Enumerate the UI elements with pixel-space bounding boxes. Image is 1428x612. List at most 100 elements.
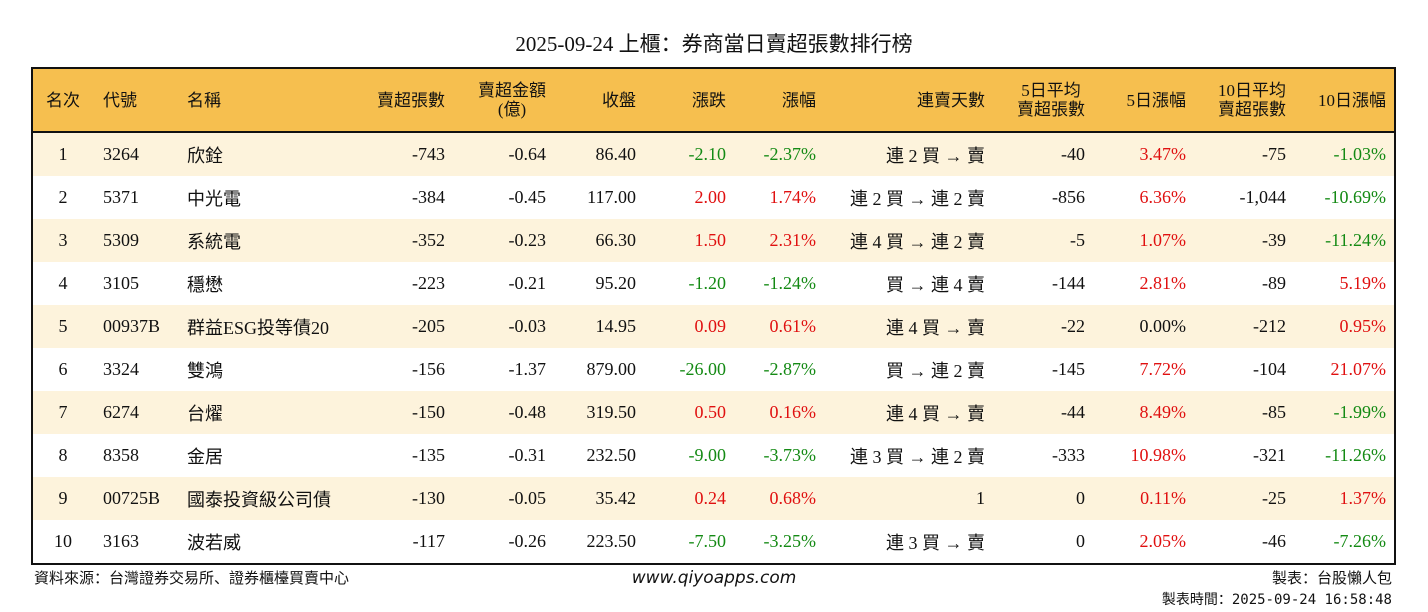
cell-avg10-net-sell: -46 — [1262, 531, 1286, 551]
cell-name: 國泰投資級公司債 — [187, 489, 331, 510]
cell-pct-10d: -1.99% — [1333, 402, 1387, 422]
cell-pct-5d: 0.11% — [1140, 488, 1186, 508]
cell-net-sell-lots: -743 — [412, 144, 445, 164]
cell-pct-5d: 3.47% — [1139, 144, 1187, 164]
cell-streak: 連 2 買 → 賣 — [886, 145, 985, 166]
cell-avg10-net-sell: -85 — [1262, 402, 1286, 422]
cell-change: -1.20 — [688, 273, 727, 293]
header-net-sell-lots: 賣超張數 — [377, 90, 445, 110]
cell-streak: 連 2 買 → 連 2 賣 — [850, 188, 985, 209]
cell-avg5-net-sell: -145 — [1052, 359, 1085, 379]
cell-change: -9.00 — [688, 445, 727, 465]
cell-net-sell-amount: -0.26 — [508, 531, 547, 551]
website-link[interactable]: www.qiyoapps.com — [631, 568, 797, 588]
cell-streak: 連 4 買 → 賣 — [886, 403, 985, 424]
cell-change-pct: 0.16% — [769, 402, 817, 422]
cell-pct-5d: 2.81% — [1139, 273, 1187, 293]
cell-avg10-net-sell: -1,044 — [1239, 187, 1287, 207]
cell-streak: 連 4 買 → 賣 — [886, 317, 985, 338]
header-streak: 連賣天數 — [917, 90, 985, 110]
cell-close: 117.00 — [587, 187, 636, 207]
cell-avg10-net-sell: -25 — [1262, 488, 1286, 508]
cell-change-pct: -1.24% — [763, 273, 817, 293]
table-row: 9 00725B 國泰投資級公司債 -130 -0.05 35.42 0.24 0.68% 1 0… — [33, 477, 1394, 520]
cell-change-pct: -3.25% — [763, 531, 817, 551]
cell-streak: 連 4 買 → 連 2 賣 — [850, 231, 985, 252]
table-row: 5 00937B 群益ESG投等債20 -205 -0.03 14.95 0.09 0.61%… — [33, 305, 1394, 348]
cell-rank: 8 — [58, 445, 68, 465]
cell-avg10-net-sell: -89 — [1262, 273, 1286, 293]
cell-change-pct: 0.61% — [769, 316, 817, 336]
cell-net-sell-lots: -352 — [412, 230, 445, 250]
cell-rank: 3 — [58, 230, 68, 250]
ranking-table: 名次 代號 名稱 賣超張數 賣超金額 (億) 收盤 漲跌 漲幅 連賣天數 5日平均 賣超張數 5日漲… — [31, 67, 1396, 565]
table-row: 8 8358 金居 -135 -0.31 232.50 -9.00 -3.73% 連 3 買 →… — [33, 434, 1394, 477]
cell-code: 3264 — [103, 144, 139, 164]
cell-avg10-net-sell: -212 — [1253, 316, 1286, 336]
cell-streak: 買 → 連 2 賣 — [886, 360, 985, 381]
cell-pct-10d: -11.26% — [1325, 445, 1386, 465]
header-avg10-net-sell: 10日平均 賣超張數 — [1218, 81, 1286, 119]
cell-avg10-net-sell: -39 — [1262, 230, 1286, 250]
cell-pct-10d: -10.69% — [1324, 187, 1387, 207]
cell-name: 穩懋 — [187, 274, 223, 295]
cell-change: -7.50 — [688, 531, 727, 551]
cell-change-pct: 1.74% — [769, 187, 817, 207]
cell-net-sell-lots: -205 — [412, 316, 445, 336]
cell-pct-10d: 21.07% — [1330, 359, 1387, 379]
cell-close: 86.40 — [595, 144, 637, 164]
header-name: 名稱 — [187, 90, 221, 110]
cell-avg10-net-sell: -321 — [1253, 445, 1286, 465]
cell-name: 雙鴻 — [187, 360, 223, 381]
cell-change: 0.09 — [694, 316, 727, 336]
cell-net-sell-amount: -0.05 — [508, 488, 547, 508]
cell-net-sell-lots: -130 — [412, 488, 445, 508]
cell-pct-5d: 8.49% — [1139, 402, 1187, 422]
cell-streak: 連 3 買 → 賣 — [886, 532, 985, 553]
header-net-sell-amount: 賣超金額 (億) — [478, 81, 546, 119]
cell-rank: 2 — [58, 187, 68, 207]
cell-code: 5371 — [103, 187, 139, 207]
cell-pct-10d: -1.03% — [1333, 144, 1387, 164]
page-title: 2025-09-24 上櫃：券商當日賣超張數排行榜 — [515, 32, 913, 56]
cell-net-sell-amount: -0.64 — [508, 144, 547, 164]
cell-avg5-net-sell: -856 — [1052, 187, 1085, 207]
cell-net-sell-amount: -0.48 — [508, 402, 547, 422]
cell-net-sell-amount: -0.21 — [508, 273, 547, 293]
cell-name: 系統電 — [187, 231, 241, 252]
cell-code: 3163 — [103, 531, 139, 551]
table-row: 1 3264 欣銓 -743 -0.64 86.40 -2.10 -2.37% 連 2 買 → … — [33, 133, 1394, 176]
maker: 製表：台股懶人包 — [1271, 571, 1392, 587]
cell-avg5-net-sell: -22 — [1061, 316, 1085, 336]
table-row: 10 3163 波若威 -117 -0.26 223.50 -7.50 -3.25% 連 3 買… — [33, 520, 1394, 563]
header-pct-10d: 10日漲幅 — [1318, 90, 1386, 110]
table-header: 名次 代號 名稱 賣超張數 賣超金額 (億) 收盤 漲跌 漲幅 連賣天數 5日平均 賣超張數 5日漲… — [33, 69, 1394, 133]
cell-net-sell-lots: -384 — [412, 187, 445, 207]
cell-change: -26.00 — [679, 359, 727, 379]
cell-pct-10d: -11.24% — [1325, 230, 1386, 250]
cell-avg5-net-sell: -144 — [1052, 273, 1085, 293]
cell-streak: 連 3 買 → 連 2 賣 — [850, 446, 985, 467]
table-row: 3 5309 系統電 -352 -0.23 66.30 1.50 2.31% 連 4 買 → 連… — [33, 219, 1394, 262]
table-row: 7 6274 台燿 -150 -0.48 319.50 0.50 0.16% 連 4 買 → 賣… — [33, 391, 1394, 434]
header-close: 收盤 — [602, 90, 636, 110]
cell-net-sell-lots: -117 — [412, 531, 445, 551]
cell-pct-5d: 10.98% — [1130, 445, 1187, 465]
header-change: 漲跌 — [692, 90, 726, 110]
cell-avg5-net-sell: -333 — [1052, 445, 1085, 465]
cell-close: 879.00 — [586, 359, 637, 379]
cell-change: 0.50 — [694, 402, 727, 422]
cell-avg5-net-sell: -40 — [1061, 144, 1085, 164]
cell-change-pct: 2.31% — [769, 230, 817, 250]
cell-avg5-net-sell: -5 — [1070, 230, 1085, 250]
cell-close: 14.95 — [595, 316, 637, 336]
cell-name: 中光電 — [187, 188, 241, 209]
cell-change-pct: -3.73% — [763, 445, 817, 465]
cell-pct-5d: 1.07% — [1139, 230, 1187, 250]
cell-net-sell-amount: -1.37 — [508, 359, 547, 379]
cell-pct-10d: -7.26% — [1333, 531, 1387, 551]
cell-name: 波若威 — [187, 532, 241, 553]
cell-pct-5d: 7.72% — [1139, 359, 1187, 379]
cell-close: 35.42 — [595, 488, 637, 508]
generated-time: 製表時間：2025-09-24 16:58:48 — [1161, 592, 1392, 608]
